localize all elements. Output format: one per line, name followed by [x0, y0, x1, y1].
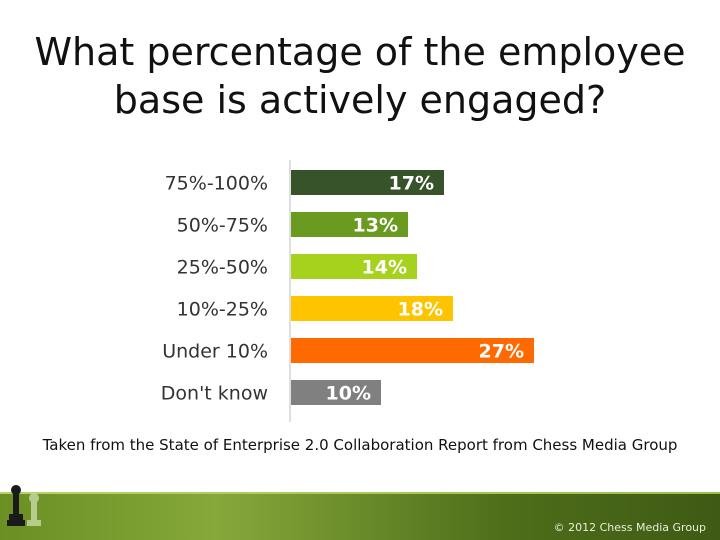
- bar: [291, 254, 417, 279]
- data-label: 14%: [362, 257, 407, 279]
- bar: [291, 212, 408, 237]
- slide-title: What percentage of the employee base is …: [20, 28, 700, 124]
- copyright-text: © 2012 Chess Media Group: [553, 521, 706, 534]
- slide-title-line-2: base is actively engaged?: [113, 78, 607, 122]
- category-label: 25%-50%: [177, 257, 268, 279]
- data-label: 10%: [326, 383, 371, 405]
- source-caption: Taken from the State of Enterprise 2.0 C…: [42, 436, 678, 454]
- bar-chart: 75%-100% 17% 50%-75% 13% 25%-50% 14% 10%-25% 18…: [0, 150, 720, 430]
- chess-pieces-icon: [7, 485, 41, 526]
- bar-chart-svg: 75%-100% 17% 50%-75% 13% 25%-50% 14% 10%-25% 18…: [161, 160, 534, 422]
- bar: [291, 380, 381, 405]
- slide-title-line-1: What percentage of the employee: [34, 30, 686, 74]
- category-label: 10%-25%: [177, 299, 268, 321]
- data-label: 13%: [353, 215, 398, 237]
- data-label: 17%: [389, 173, 434, 195]
- category-label: 75%-100%: [165, 173, 268, 195]
- footer-band: © 2012 Chess Media Group: [0, 485, 720, 540]
- data-label: 18%: [398, 299, 443, 321]
- category-label: Under 10%: [162, 341, 268, 363]
- bar: [291, 170, 444, 195]
- bar: [291, 338, 534, 363]
- category-label: 50%-75%: [177, 215, 268, 237]
- footer-divider: [0, 492, 720, 494]
- data-label: 27%: [479, 341, 524, 363]
- bar: [291, 296, 453, 321]
- category-label: Don't know: [161, 383, 268, 405]
